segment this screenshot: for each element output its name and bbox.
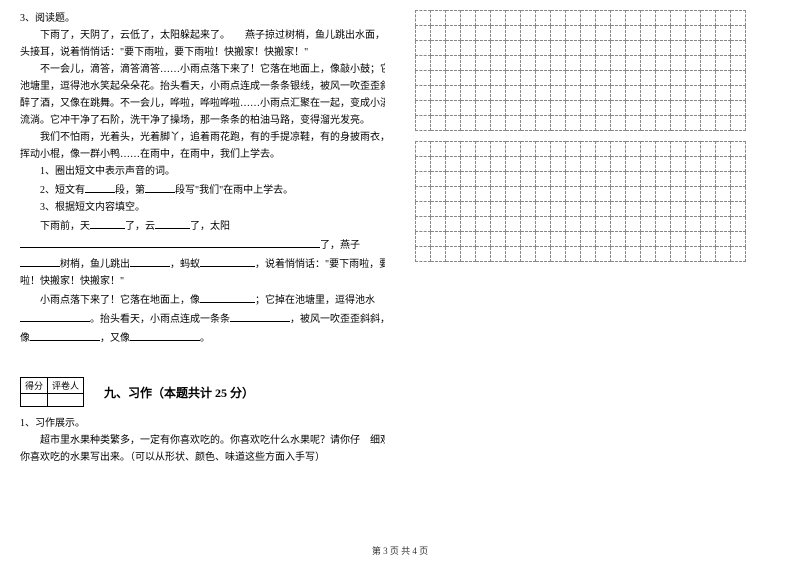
fill6: 。抬头看天，小雨点连成一条条 ，被风一吹歪歪斜斜， <box>20 309 385 328</box>
q3-sub1: 1、圈出短文中表示声音的词。 <box>20 163 385 180</box>
fill3-b: ，蚂蚁 <box>170 259 200 270</box>
fill2: 了，燕子 <box>20 235 385 254</box>
writing-grid-1[interactable] <box>415 10 746 131</box>
fill7-a: 像 <box>20 333 30 344</box>
s9-q1: 1、习作展示。 <box>20 415 385 432</box>
q3-p2b: 池塘里，逗得池水笑起朵朵花。抬头看天，小雨点连成一条条银线，被风一吹歪歪斜斜，像… <box>20 78 385 95</box>
blank[interactable] <box>90 216 125 229</box>
q3-p2a: 不一会儿，滴答，滴答滴答……小雨点落下来了！它落在地面上，像敲小鼓；它掉在 <box>20 61 385 78</box>
score-table: 得分 评卷人 <box>20 377 84 407</box>
blank[interactable] <box>200 254 255 267</box>
sub2-a: 2、短文有 <box>40 185 85 196</box>
fill2-a: 了，燕子 <box>320 240 360 251</box>
fill3-c: ，说着悄悄话："要下雨啦，要下雨 <box>255 259 385 270</box>
fill6-a: 。抬头看天，小雨点连成一条条 <box>90 314 230 325</box>
blank[interactable] <box>20 254 60 267</box>
sub2-b: 段，第 <box>115 185 145 196</box>
fill7: 像 ，又像 。 <box>20 328 385 347</box>
fill1-b: 了，云 <box>125 221 155 232</box>
q3-p1b: 头接耳，说着悄悄话："要下雨啦，要下雨啦！快搬家！快搬家！" <box>20 44 385 61</box>
writing-grid-2[interactable] <box>415 141 746 262</box>
q3-p3a: 我们不怕雨，光着头，光着脚丫，追着雨花跑，有的手提凉鞋，有的身披雨衣，有的 <box>20 129 385 146</box>
page-footer: 第 3 页 共 4 页 <box>0 540 800 557</box>
q3-sub2: 2、短文有 段，第 段写"我们"在雨中上学去。 <box>20 180 385 199</box>
s9-body-a: 超市里水果种类繁多，一定有你喜欢吃的。你喜欢吃什么水果呢？请你仔 细观察，把 <box>20 432 385 449</box>
fill1: 下雨前，天 了，云 了，太阳 <box>20 216 385 235</box>
fill7-b: ，又像 <box>100 333 130 344</box>
q3-p1a: 下雨了，天阴了，云低了，太阳躲起来了。 燕子掠过树梢，鱼儿跳出水面，蚂蚁交 <box>20 27 385 44</box>
blank[interactable] <box>130 328 200 341</box>
fill1-a: 下雨前，天 <box>40 221 90 232</box>
q3-title: 3、阅读题。 <box>20 10 385 27</box>
s9-body-b: 你喜欢吃的水果写出来。（可以从形状、颜色、味道这些方面入手写） <box>20 449 385 466</box>
blank[interactable] <box>85 180 115 193</box>
q3-p2c: 醉了酒，又像在跳舞。不一会儿，哗啦，哗啦哗啦……小雨点汇聚在一起，变成小溪，在地… <box>20 95 385 112</box>
score-header-2: 评卷人 <box>48 378 84 394</box>
score-cell-1[interactable] <box>21 394 48 407</box>
blank[interactable] <box>200 290 255 303</box>
blank[interactable] <box>30 328 100 341</box>
fill1-c: 了，太阳 <box>190 221 230 232</box>
blank[interactable] <box>20 235 320 248</box>
fill3: 树梢，鱼儿跳出 ，蚂蚁 ，说着悄悄话："要下雨啦，要下雨 <box>20 254 385 273</box>
fill5-a: 小雨点落下来了！它落在地面上，像 <box>40 295 200 306</box>
fill4: 啦！快搬家！快搬家！" <box>20 273 385 290</box>
score-header-1: 得分 <box>21 378 48 394</box>
fill3-a: 树梢，鱼儿跳出 <box>60 259 130 270</box>
fill6-b: ，被风一吹歪歪斜斜， <box>290 314 385 325</box>
blank[interactable] <box>145 180 175 193</box>
q3-p3b: 挥动小棍，像一群小鸭……在雨中，在雨中，我们上学去。 <box>20 146 385 163</box>
score-cell-2[interactable] <box>48 394 84 407</box>
fill5-b: ；它掉在池塘里，逗得池水 <box>255 295 375 306</box>
score-row: 得分 评卷人 九、习作（本题共计 25 分） <box>20 377 385 407</box>
blank[interactable] <box>130 254 170 267</box>
blank[interactable] <box>230 309 290 322</box>
fill7-c: 。 <box>200 333 210 344</box>
blank[interactable] <box>155 216 190 229</box>
section9-title: 九、习作（本题共计 25 分） <box>104 384 254 401</box>
q3-p2d: 流淌。它冲干净了石阶，洗干净了操场，那一条条的柏油马路，变得溜光发亮。 <box>20 112 385 129</box>
sub2-c: 段写"我们"在雨中上学去。 <box>175 185 293 196</box>
q3-sub3: 3、根据短文内容填空。 <box>20 199 385 216</box>
fill5: 小雨点落下来了！它落在地面上，像 ；它掉在池塘里，逗得池水 <box>20 290 385 309</box>
blank[interactable] <box>20 309 90 322</box>
